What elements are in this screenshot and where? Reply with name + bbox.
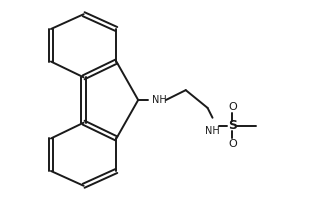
Text: O: O [228, 102, 237, 112]
Text: NH: NH [205, 126, 220, 136]
Text: NH: NH [152, 95, 167, 105]
Text: S: S [228, 119, 237, 132]
Text: O: O [228, 139, 237, 149]
